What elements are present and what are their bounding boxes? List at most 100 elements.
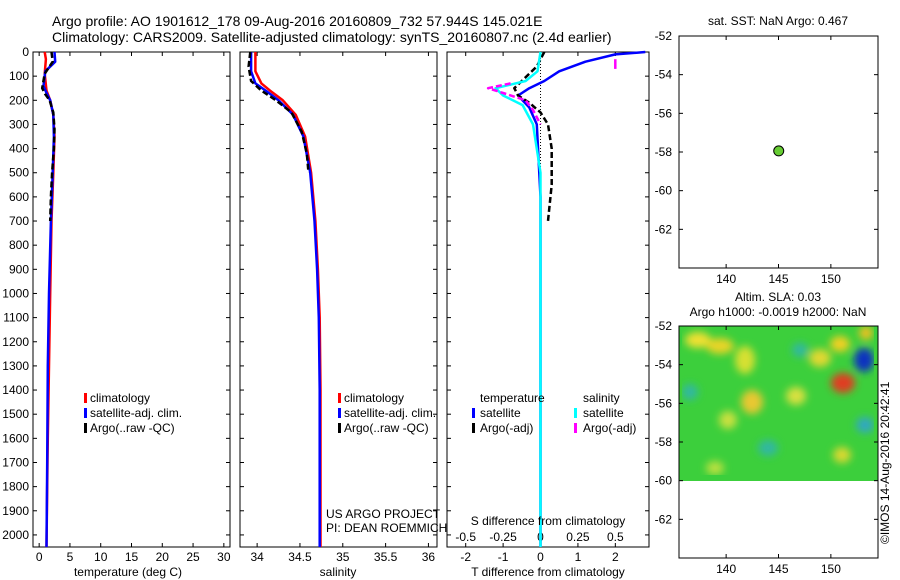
map-y-tick-label: -62 bbox=[655, 512, 673, 526]
depth-tick-label: 300 bbox=[9, 117, 29, 131]
x-tick-label: 36 bbox=[422, 550, 436, 564]
map-y-tick-label: -60 bbox=[655, 184, 673, 198]
sla-blob bbox=[719, 411, 737, 429]
depth-tick-label: 100 bbox=[9, 69, 29, 83]
depth-tick-label: 1500 bbox=[2, 407, 29, 421]
salinity-plot-frame bbox=[239, 51, 438, 548]
x-tick-label: 20 bbox=[156, 550, 170, 564]
sla-blob bbox=[831, 373, 855, 393]
map-y-tick-label: -56 bbox=[655, 396, 673, 410]
depth-tick-label: 1400 bbox=[2, 383, 29, 397]
sla-map-axes: 140 145 150 -52 -54 -56 -58 -60 -62 bbox=[655, 319, 878, 576]
x-tick-label: 30 bbox=[217, 550, 231, 564]
legend-swatch-argo bbox=[338, 423, 341, 433]
legend-swatch-argo bbox=[84, 423, 87, 433]
x-tick-label: 5 bbox=[67, 550, 74, 564]
x-tick-label: -1 bbox=[498, 550, 509, 564]
sst-map-axes: 140 145 150 -52 -54 -56 -58 -60 -62 bbox=[655, 29, 878, 286]
legend-swatch-satellite bbox=[84, 408, 87, 418]
sla-blob bbox=[741, 390, 763, 414]
depth-tick-label: 800 bbox=[9, 238, 29, 252]
sla-blob bbox=[735, 346, 755, 374]
temperature-axis: 0 5 10 15 20 25 30 bbox=[36, 52, 231, 564]
map-y-tick-label: -58 bbox=[655, 145, 673, 159]
x-tick-label: 25 bbox=[186, 550, 200, 564]
legend-swatch-t-satellite bbox=[472, 408, 475, 418]
depth-tick-label: 200 bbox=[9, 93, 29, 107]
legend-swatch-t-argo bbox=[472, 423, 475, 433]
salinity-axis-label: salinity bbox=[320, 565, 357, 579]
sla-blob bbox=[682, 384, 698, 400]
depth-tick-label: 1600 bbox=[2, 431, 29, 445]
map-y-tick-label: -62 bbox=[655, 222, 673, 236]
depth-axis: 0 100 200 300 400 500 600 700 800 900 1000 1100 1200… bbox=[2, 45, 230, 542]
x-tick-label: 0 bbox=[36, 550, 43, 564]
x-tick-label: 15 bbox=[125, 550, 139, 564]
sla-blob bbox=[856, 417, 874, 433]
depth-tick-label: 1100 bbox=[3, 311, 29, 325]
depth-tick-label: 400 bbox=[9, 142, 29, 156]
depth-tick-label: 0 bbox=[22, 45, 29, 59]
sla-blob bbox=[830, 336, 850, 352]
series-satellite-salinity bbox=[494, 51, 542, 547]
legend-swatch-s-satellite bbox=[574, 408, 577, 418]
s-tick-label: 0.5 bbox=[607, 530, 624, 544]
timestamp-credit: ©IMOS 14-Aug-2016 20:42:41 bbox=[878, 381, 892, 544]
series-argo-raw-qc bbox=[247, 51, 310, 173]
map-y-tick-label: -60 bbox=[655, 474, 673, 488]
depth-tick-label: 1700 bbox=[2, 455, 29, 469]
temperature-legend: climatology satellite-adj. clim. Argo(..… bbox=[84, 391, 182, 435]
map-x-tick-label: 150 bbox=[821, 272, 841, 286]
s-tick-label: -0.25 bbox=[489, 530, 517, 544]
sla-blob bbox=[706, 338, 734, 354]
legend-swatch-s-argo bbox=[574, 423, 577, 433]
depth-tick-label: 500 bbox=[9, 166, 29, 180]
t-difference-label: T difference from climatology bbox=[471, 565, 625, 579]
figure-title-line1: Argo profile: AO 1901612_178 09-Aug-2016… bbox=[52, 13, 542, 29]
salinity-legend: climatology satellite-adj. clim. Argo(..… bbox=[338, 391, 436, 435]
salinity-panel: 34 34.5 35 35.5 36 salinity climatology sate… bbox=[239, 51, 447, 579]
map-x-tick-label: 140 bbox=[716, 562, 736, 576]
sla-blob bbox=[854, 348, 874, 372]
map-y-tick-label: -56 bbox=[655, 106, 673, 120]
sla-blob bbox=[859, 326, 873, 340]
map-x-tick-label: 140 bbox=[716, 272, 736, 286]
map-x-tick-label: 150 bbox=[821, 562, 841, 576]
depth-tick-label: 1000 bbox=[2, 286, 29, 300]
depth-tick-label: 600 bbox=[9, 190, 29, 204]
legend-label-satellite: satellite-adj. clim. bbox=[344, 406, 436, 420]
sla-blob bbox=[833, 447, 851, 463]
temperature-plot-frame bbox=[32, 51, 231, 548]
legend-heading-temperature: temperature bbox=[480, 391, 545, 405]
difference-panel: -2 -1 0 1 2 -0.5 -0.25 0 0.25 0.5 S difference f… bbox=[446, 50, 650, 579]
sla-map-subtitle: Argo h1000: -0.0019 h2000: NaN bbox=[690, 305, 867, 319]
map-x-tick-label: 145 bbox=[768, 272, 788, 286]
legend-label-s-satellite: satellite bbox=[583, 406, 624, 420]
depth-tick-label: 900 bbox=[9, 262, 29, 276]
legend-label-climatology: climatology bbox=[90, 391, 150, 405]
temperature-panel: 0100200300400500600700800900100011001200… bbox=[2, 45, 231, 579]
difference-depth-ticks bbox=[447, 51, 649, 536]
depth-tick-label: 1200 bbox=[2, 335, 29, 349]
salinity-axis: 34 34.5 35 35.5 36 bbox=[250, 52, 435, 564]
legend-label-satellite: satellite-adj. clim. bbox=[90, 406, 182, 420]
sla-blob bbox=[706, 461, 724, 475]
sla-map-title: Altim. SLA: 0.03 bbox=[735, 290, 821, 304]
sla-map-panel: Altim. SLA: 0.03 Argo h1000: -0.0019 h20… bbox=[655, 290, 879, 576]
pi-note: PI: DEAN ROEMMICH bbox=[326, 521, 447, 535]
sla-blob bbox=[758, 440, 778, 456]
legend-heading-salinity: salinity bbox=[583, 391, 620, 405]
argo-location-marker bbox=[773, 145, 785, 157]
legend-label-argo: Argo(..raw -QC) bbox=[344, 421, 429, 435]
depth-tick-label: 2000 bbox=[2, 528, 29, 542]
sla-blob bbox=[809, 349, 831, 367]
map-y-tick-label: -52 bbox=[655, 319, 673, 333]
series-satellite-adj-clim bbox=[42, 51, 57, 548]
legend-swatch-climatology bbox=[84, 393, 87, 403]
map-x-tick-label: 145 bbox=[768, 562, 788, 576]
depth-tick-label: 1900 bbox=[2, 504, 29, 518]
difference-series bbox=[486, 50, 646, 547]
series-satellite-adj-clim bbox=[249, 52, 321, 547]
s-tick-label: 0.25 bbox=[566, 530, 590, 544]
